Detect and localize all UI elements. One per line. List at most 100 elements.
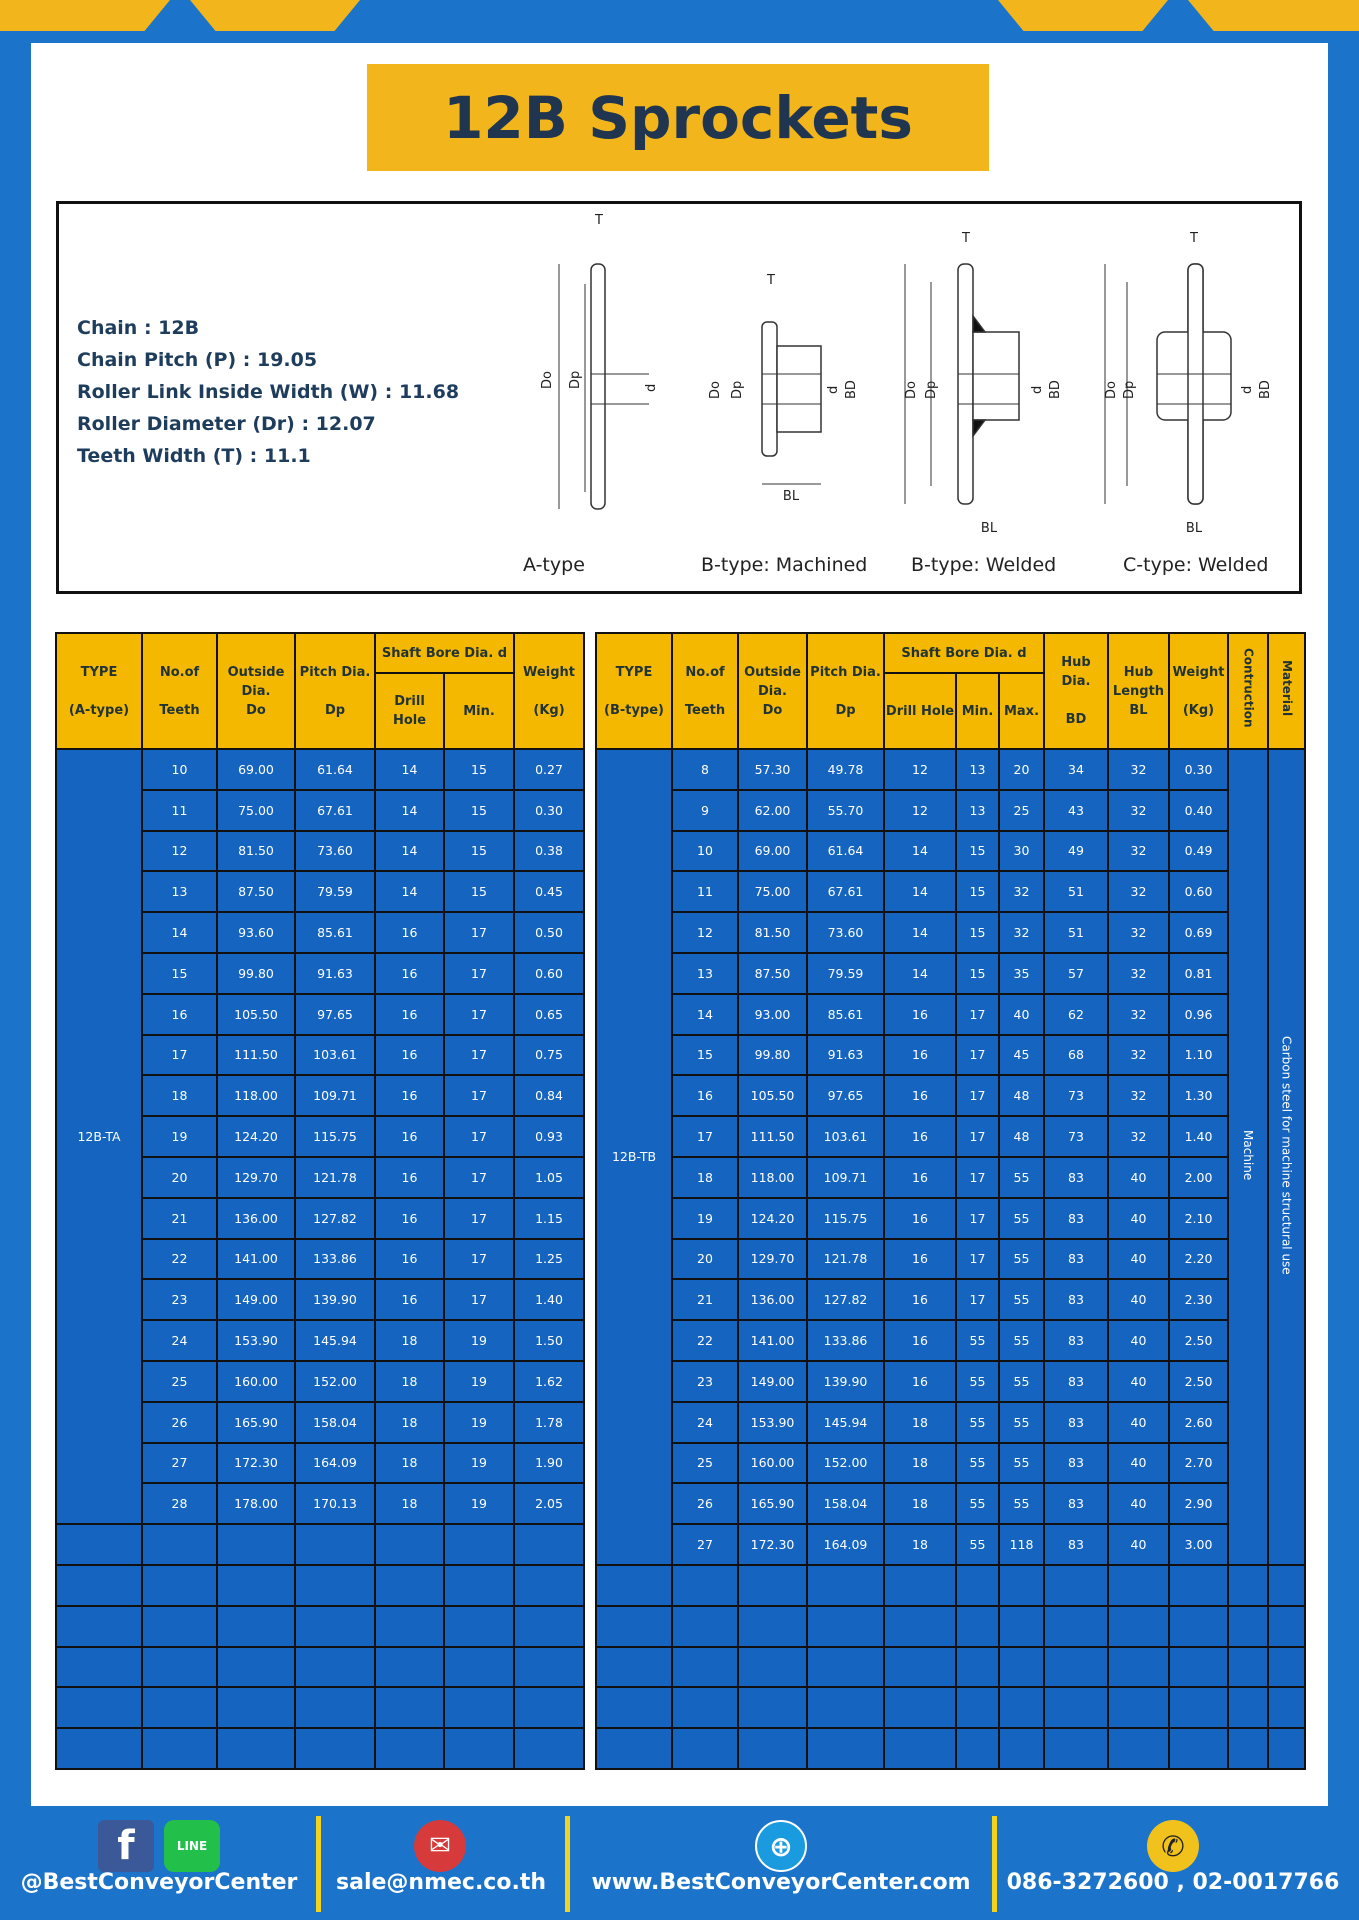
svg-text:Do: Do xyxy=(1104,381,1119,399)
line-icon[interactable]: LINE xyxy=(164,1820,220,1872)
weight-cell: 2.60 xyxy=(1168,1400,1229,1444)
min-bore-cell: 17 xyxy=(442,1196,516,1240)
min-bore-cell: 17 xyxy=(442,1237,516,1281)
svg-text:Do: Do xyxy=(708,381,723,399)
facebook-icon[interactable]: f xyxy=(98,1820,154,1872)
hub-dia-cell: 83 xyxy=(1043,1523,1109,1566)
weight-cell: 2.20 xyxy=(1168,1237,1229,1281)
table-row: 26 165.90 158.04 18 55 55 83 40 2.90 xyxy=(596,1482,1305,1526)
divider xyxy=(565,1816,570,1912)
hub-length-cell: 32 xyxy=(1107,1074,1170,1118)
facebook-handle[interactable]: @BestConveyorCenter xyxy=(20,1870,298,1895)
mail-icon: ✉ xyxy=(414,1820,466,1872)
hub-length-cell: 40 xyxy=(1107,1359,1170,1403)
pitch-dia-cell: 67.61 xyxy=(294,788,376,832)
empty-row xyxy=(595,1604,1306,1648)
phone-numbers[interactable]: 086-3272600 , 02-0017766 xyxy=(1006,1870,1340,1895)
weight-cell: 2.30 xyxy=(1168,1278,1229,1322)
header-teeth: No.of Teeth xyxy=(141,632,218,750)
pitch-dia-cell: 109.71 xyxy=(294,1074,376,1118)
teeth-cell: 25 xyxy=(671,1441,739,1485)
max-bore-cell: 48 xyxy=(998,1074,1045,1118)
drill-hole-cell: 16 xyxy=(374,951,445,995)
empty-cell xyxy=(595,1645,673,1689)
teeth-cell: 15 xyxy=(671,1033,739,1077)
pitch-dia-cell: 67.61 xyxy=(806,870,885,914)
empty-cell xyxy=(806,1686,885,1730)
hub-length-cell: 32 xyxy=(1107,788,1170,832)
empty-cell xyxy=(1227,1727,1269,1770)
empty-cell xyxy=(141,1604,218,1648)
empty-cell xyxy=(955,1604,1000,1648)
website-link[interactable]: www.BestConveyorCenter.com xyxy=(591,1870,971,1895)
empty-cell xyxy=(1107,1563,1170,1607)
min-bore-cell: 17 xyxy=(955,1196,1000,1240)
header-pitch-dia: Pitch Dia. Dp xyxy=(294,632,376,750)
header-shaft-bore: Shaft Bore Dia. d xyxy=(373,632,516,674)
svg-text:BL: BL xyxy=(981,521,998,536)
svg-text:Do: Do xyxy=(540,371,555,389)
min-bore-cell: 55 xyxy=(955,1359,1000,1403)
outside-dia-cell: 141.00 xyxy=(216,1237,296,1281)
table-row: 12B-TB 8 57.30 49.78 12 13 20 34 32 0.30 Machine Ca… xyxy=(595,748,1306,1566)
pitch-dia-cell: 152.00 xyxy=(294,1359,376,1403)
outside-dia-cell: 111.50 xyxy=(737,1115,808,1158)
a-type-table: TYPE (A-type) No.of Teeth Outside Dia. Do Pi… xyxy=(55,632,586,1770)
caption-b-machined: B-type: Machined xyxy=(701,554,868,576)
hub-dia-cell: 34 xyxy=(1043,748,1109,791)
empty-cell xyxy=(595,1604,673,1648)
pitch-dia-cell: 158.04 xyxy=(806,1482,885,1526)
table-row: 28 178.00 170.13 18 19 2.05 xyxy=(56,1482,586,1526)
empty-cell xyxy=(737,1727,808,1770)
hub-length-cell: 40 xyxy=(1107,1523,1170,1566)
contact-footer: f LINE @BestConveyorCenter ✉ sale@nmec.c… xyxy=(0,1806,1359,1920)
weight-cell: 2.00 xyxy=(1168,1155,1229,1199)
teeth-cell: 14 xyxy=(671,992,739,1036)
max-bore-cell: 55 xyxy=(998,1359,1045,1403)
drill-hole-cell: 14 xyxy=(374,788,445,832)
drill-hole-cell: 18 xyxy=(883,1400,957,1444)
min-bore-cell: 15 xyxy=(955,870,1000,914)
teeth-cell: 24 xyxy=(671,1400,739,1444)
table-row: 14 93.60 85.61 16 17 0.50 xyxy=(56,911,586,954)
empty-cell xyxy=(1043,1727,1109,1770)
empty-cell xyxy=(294,1727,376,1770)
hub-dia-cell: 68 xyxy=(1043,1033,1109,1077)
drill-hole-cell: 16 xyxy=(883,1319,957,1362)
svg-text:Dp: Dp xyxy=(730,381,745,399)
max-bore-cell: 55 xyxy=(998,1319,1045,1362)
email-link[interactable]: sale@nmec.co.th xyxy=(336,1870,546,1895)
empty-cell xyxy=(998,1563,1045,1607)
weight-cell: 1.25 xyxy=(513,1237,586,1281)
table-row: 23 149.00 139.90 16 55 55 83 40 2.50 xyxy=(596,1359,1305,1403)
outside-dia-cell: 93.00 xyxy=(737,992,808,1036)
header-drill-hole: Drill Hole xyxy=(374,672,445,750)
empty-row xyxy=(55,1727,586,1770)
drill-hole-cell: 18 xyxy=(374,1319,445,1362)
min-bore-cell: 15 xyxy=(955,911,1000,954)
empty-cell xyxy=(374,1686,445,1730)
drill-hole-cell: 18 xyxy=(374,1482,445,1526)
drill-hole-cell: 18 xyxy=(883,1482,957,1526)
empty-row xyxy=(595,1686,1306,1730)
drill-hole-cell: 16 xyxy=(374,911,445,954)
svg-text:T: T xyxy=(961,231,970,246)
hub-dia-cell: 83 xyxy=(1043,1319,1109,1362)
empty-cell xyxy=(141,1645,218,1689)
drill-hole-cell: 16 xyxy=(883,1074,957,1118)
hub-dia-cell: 83 xyxy=(1043,1441,1109,1485)
pitch-dia-cell: 103.61 xyxy=(806,1115,885,1158)
pitch-dia-cell: 127.82 xyxy=(294,1196,376,1240)
empty-cell xyxy=(55,1604,143,1648)
table-row: 22 141.00 133.86 16 55 55 83 40 2.50 xyxy=(596,1319,1305,1362)
empty-cell xyxy=(1043,1604,1109,1648)
header-drill-hole: Drill Hole xyxy=(883,672,957,750)
drill-hole-cell: 14 xyxy=(374,829,445,873)
svg-text:BD: BD xyxy=(1048,380,1063,399)
table-row: 18 118.00 109.71 16 17 55 83 40 2.00 xyxy=(596,1155,1305,1199)
drill-hole-cell: 16 xyxy=(883,1115,957,1158)
header-type: TYPE (B-type) xyxy=(595,632,673,750)
empty-cell xyxy=(671,1645,739,1689)
teeth-cell: 21 xyxy=(671,1278,739,1322)
empty-cell xyxy=(55,1523,143,1566)
